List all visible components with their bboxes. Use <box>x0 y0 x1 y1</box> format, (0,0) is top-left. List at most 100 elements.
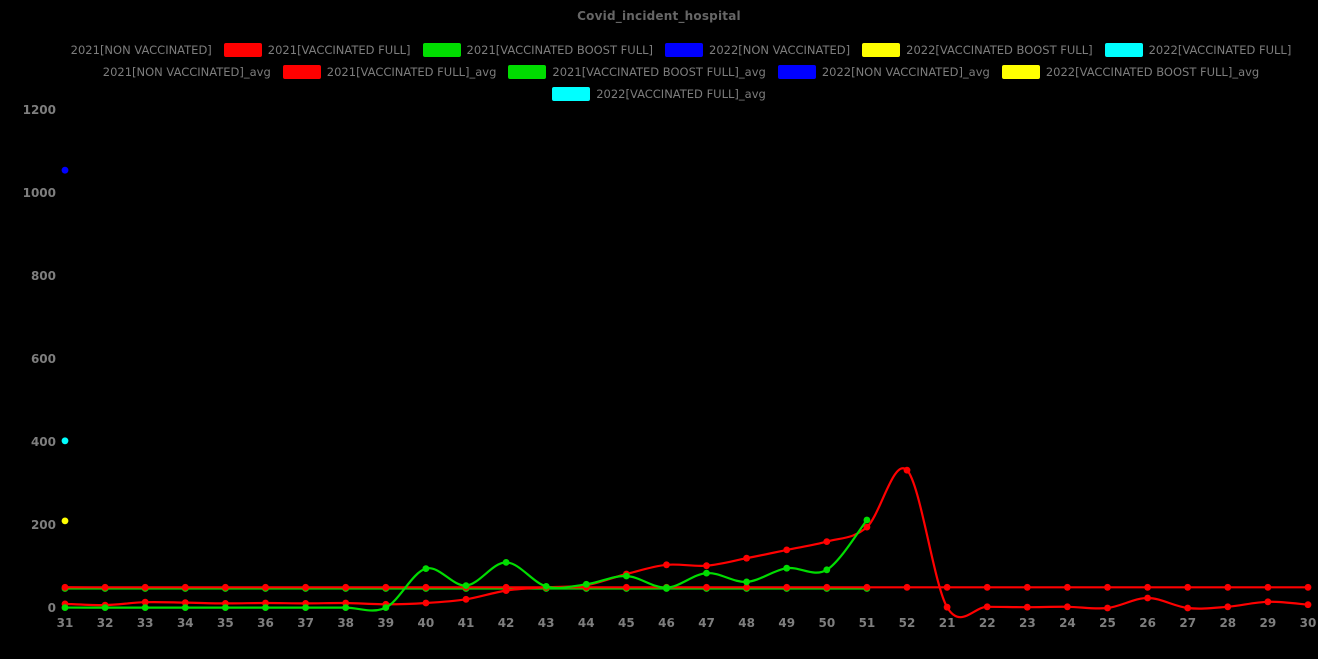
series-2022[NON VACCINATED] <box>61 166 69 174</box>
legend-item[interactable]: 2021[VACCINATED FULL] <box>223 42 411 57</box>
legend-item-label: 2021[NON VACCINATED] <box>70 42 212 57</box>
x-axis-tick-label: 35 <box>217 616 234 630</box>
legend-swatch <box>1104 42 1143 57</box>
data-point <box>1224 583 1232 591</box>
data-point <box>141 604 149 611</box>
x-axis-tick-label: 25 <box>1099 616 1116 630</box>
legend: 2021[NON VACCINATED] 2021[VACCINATED FULL… <box>0 42 1318 101</box>
data-point <box>1023 603 1031 611</box>
x-axis-tick-label: 21 <box>939 616 956 630</box>
x-axis-tick-label: 22 <box>979 616 996 630</box>
data-point <box>302 583 309 591</box>
data-point <box>262 583 269 591</box>
x-axis-tick-label: 33 <box>137 616 154 630</box>
x-axis-tick-label: 32 <box>97 616 114 630</box>
data-point <box>903 583 911 591</box>
x-axis-tick-label: 30 <box>1300 616 1317 630</box>
data-point <box>141 598 149 606</box>
data-point <box>1104 604 1111 612</box>
legend-swatch <box>777 64 816 79</box>
data-point <box>382 583 390 591</box>
data-point <box>61 166 69 174</box>
data-point <box>1224 603 1232 611</box>
data-point <box>903 466 911 474</box>
legend-item-label: 2021[VACCINATED BOOST FULL] <box>466 42 653 57</box>
data-point <box>623 572 630 580</box>
data-point <box>222 583 229 591</box>
legend-item[interactable]: 2021[VACCINATED FULL]_avg <box>282 64 497 79</box>
legend-item-label: 2022[VACCINATED FULL]_avg <box>596 86 766 101</box>
data-point <box>663 584 670 592</box>
data-point <box>302 604 309 611</box>
series-2021[VACCINATED FULL]_avg <box>61 583 1312 591</box>
data-point <box>983 583 991 591</box>
data-point <box>1064 583 1071 591</box>
data-point <box>422 565 430 572</box>
y-axis-tick-label: 400 <box>31 435 56 449</box>
legend-item[interactable]: 2022[VACCINATED FULL] <box>1104 42 1291 57</box>
legend-item[interactable]: 2021[NON VACCINATED]_avg <box>58 64 271 79</box>
data-point <box>342 604 350 611</box>
legend-item[interactable]: 2021[VACCINATED BOOST FULL] <box>422 42 653 57</box>
legend-row-3: 2022[VACCINATED FULL]_avg <box>0 86 1318 101</box>
data-point <box>823 566 831 574</box>
legend-item[interactable]: 2021[VACCINATED BOOST FULL]_avg <box>508 64 766 79</box>
data-point <box>462 582 470 589</box>
x-axis-tick-label: 26 <box>1139 616 1156 630</box>
legend-item-label: 2022[VACCINATED BOOST FULL]_avg <box>1045 64 1260 79</box>
x-axis-tick-label: 41 <box>458 616 475 630</box>
data-point <box>1184 604 1192 612</box>
series-2021[VACCINATED BOOST FULL] <box>61 516 871 612</box>
data-point <box>743 578 750 586</box>
data-point <box>863 516 871 524</box>
legend-swatch <box>223 42 262 57</box>
x-axis-tick-label: 47 <box>698 616 715 630</box>
legend-item[interactable]: 2022[NON VACCINATED]_avg <box>777 64 990 79</box>
legend-item[interactable]: 2022[VACCINATED BOOST FULL]_avg <box>1001 64 1260 79</box>
data-point <box>462 595 470 603</box>
data-point <box>181 583 189 591</box>
legend-item[interactable]: 2022[VACCINATED FULL]_avg <box>552 86 766 101</box>
x-axis-tick-label: 44 <box>578 616 595 630</box>
data-point <box>502 559 510 566</box>
data-point <box>141 583 149 591</box>
data-point <box>863 523 871 531</box>
x-axis-tick-label: 31 <box>57 616 74 630</box>
legend-swatch <box>26 42 65 57</box>
x-axis-tick-label: 36 <box>257 616 274 630</box>
data-point <box>1144 594 1151 602</box>
data-point <box>422 599 430 607</box>
x-axis-tick-label: 48 <box>738 616 755 630</box>
data-point <box>1304 601 1312 609</box>
legend-swatch <box>422 42 461 57</box>
x-axis-tick-label: 23 <box>1019 616 1036 630</box>
x-axis-tick-label: 51 <box>859 616 876 630</box>
legend-item[interactable]: 2021[NON VACCINATED] <box>26 42 212 57</box>
legend-item-label: 2021[VACCINATED FULL]_avg <box>326 64 497 79</box>
data-point <box>943 583 951 591</box>
data-point <box>783 564 791 572</box>
data-point <box>983 603 991 611</box>
data-point <box>422 583 430 591</box>
legend-row-2: 2021[NON VACCINATED]_avg 2021[VACCINATED … <box>0 64 1318 79</box>
data-point <box>703 569 710 577</box>
y-axis-tick-label: 200 <box>31 518 56 532</box>
legend-item-label: 2022[VACCINATED BOOST FULL] <box>906 42 1093 57</box>
x-axis-tick-label: 42 <box>498 616 515 630</box>
y-axis-tick-label: 0 <box>48 601 56 615</box>
data-point <box>1023 583 1031 591</box>
data-point <box>181 604 189 611</box>
data-point <box>101 604 109 611</box>
y-axis-tick-label: 800 <box>31 269 56 283</box>
legend-item-label: 2021[VACCINATED FULL] <box>267 42 411 57</box>
x-axis-tick-label: 43 <box>538 616 555 630</box>
x-axis-tick-label: 34 <box>177 616 194 630</box>
legend-item[interactable]: 2022[NON VACCINATED] <box>665 42 850 57</box>
legend-item[interactable]: 2022[VACCINATED BOOST FULL] <box>862 42 1093 57</box>
data-point <box>623 583 630 591</box>
legend-item-label: 2021[NON VACCINATED]_avg <box>102 64 271 79</box>
data-point <box>1104 583 1111 591</box>
data-point <box>61 583 69 591</box>
